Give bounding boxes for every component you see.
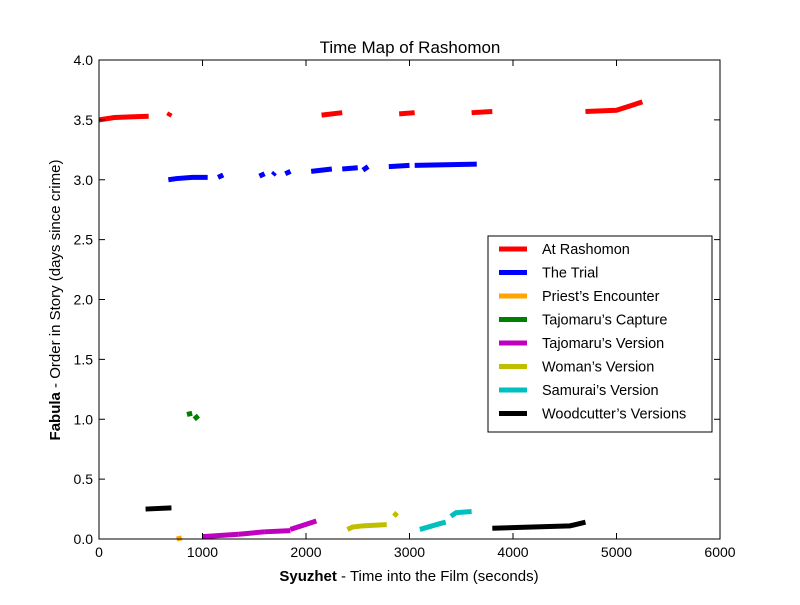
series-segment-1-5 [310,166,333,174]
series-segment-3-1 [192,413,200,422]
x-axis: 0 1000 2000 3000 4000 5000 6000 [95,60,736,560]
series-segment-0-4 [471,108,493,116]
series-segment-1-4 [284,169,292,177]
series-segment-4-3 [289,518,318,532]
series-segment-1-8 [388,162,410,170]
y-tick-label: 0.5 [74,471,94,487]
y-tick-label: 2.0 [74,292,94,308]
series-segment-5-0 [346,522,387,532]
x-axis-label: Syuzhet - Time into the Film (seconds) [279,568,538,585]
legend-label: Tajomaru’s Version [542,336,664,352]
x-axis-label-bold: Syuzhet [279,568,337,585]
legend-label: Woodcutter’s Versions [542,407,686,423]
series-segment-7-0 [145,505,172,512]
series-segment-4-0 [202,531,239,540]
y-tick-label: 1.0 [74,411,94,427]
series-segment-1-6 [342,165,358,172]
series-lines [98,99,644,542]
series-segment-1-2 [258,171,266,179]
chart-title: Time Map of Rashomon [320,38,501,57]
y-axis-label: Fabula - Order in Story (days since crim… [47,160,64,441]
legend-label: Samurai’s Version [542,383,659,399]
y-tick-label: 2.5 [74,232,94,248]
series-segment-0-1 [166,111,173,118]
x-tick-label: 0 [95,544,103,560]
y-tick-label: 1.5 [74,351,94,367]
series-segment-4-1 [238,529,265,537]
y-tick-label: 3.0 [74,172,94,188]
y-axis-label-bold: Fabula [47,391,64,440]
x-axis-label-rest: - Time into the Film (seconds) [337,568,539,585]
x-tick-label: 6000 [704,544,735,560]
series-segment-6-1 [449,508,472,519]
legend-label: The Trial [542,266,598,282]
y-tick-label: 0.0 [74,531,94,547]
series-segment-0-2 [321,110,343,118]
x-tick-label: 4000 [497,544,528,560]
y-tick-label: 4.0 [74,52,94,68]
series-segment-0-5 [585,99,644,114]
series-segment-6-0 [419,519,447,532]
legend-label: At Rashomon [542,242,630,258]
series-segment-4-2 [264,528,291,535]
series-segment-1-3 [270,170,277,177]
legend-label: Woman’s Version [542,360,654,376]
series-segment-7-1 [492,519,587,531]
series-segment-5-1 [392,511,399,518]
series-segment-1-1 [216,172,225,180]
x-tick-label: 2000 [290,544,321,560]
series-segment-1-9 [414,161,477,168]
series-segment-0-0 [98,113,149,123]
x-tick-label: 5000 [601,544,632,560]
y-axis-label-rest: - Order in Story (days since crime) [47,160,64,393]
legend-label: Tajomaru’s Capture [542,313,667,329]
legend: At Rashomon The Trial Priest’s Encounter Ta… [487,235,713,433]
y-tick-label: 3.5 [74,112,94,128]
series-segment-1-0 [167,174,208,183]
x-tick-label: 3000 [394,544,425,560]
legend-label: Priest’s Encounter [542,289,660,305]
series-segment-1-7 [361,164,370,173]
y-axis: 0.0 0.5 1.0 1.5 2.0 2.5 3.0 3.5 4.0 [74,52,720,547]
x-tick-label: 1000 [187,544,218,560]
series-segment-0-3 [398,110,415,117]
series-segment-3-0 [186,410,193,417]
